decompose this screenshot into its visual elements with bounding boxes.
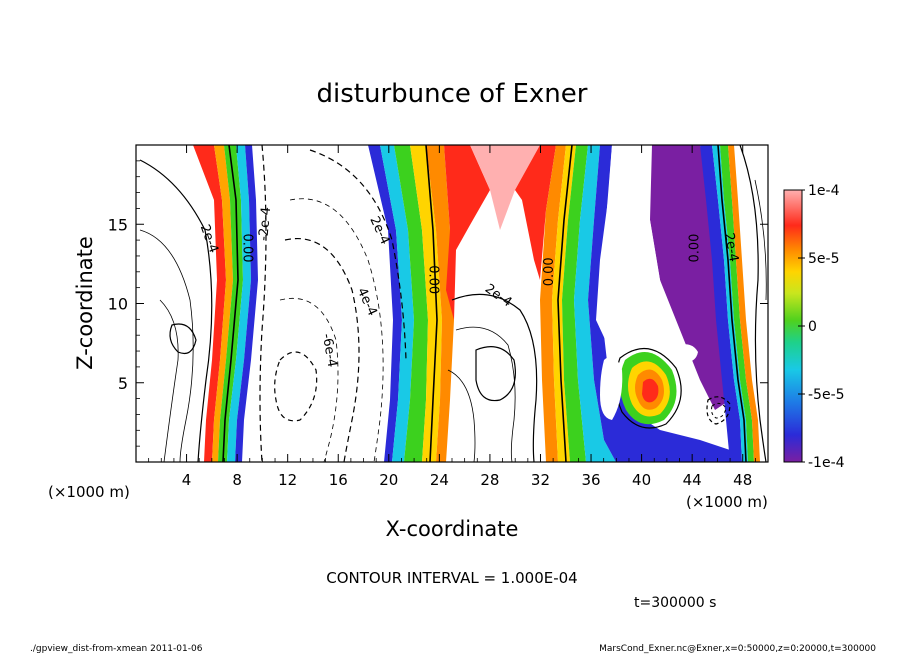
x-axis-title: X-coordinate <box>386 517 519 541</box>
contour-pos-center-loop <box>475 346 516 402</box>
contour-pos-right-2 <box>754 179 767 301</box>
chart-title: disturbunce of Exner <box>317 79 588 109</box>
colorbar-ticks: 1e-4 5e-5 0 -5e-5 -1e-4 <box>798 183 845 471</box>
x-tick-label: 40 <box>632 471 651 489</box>
contour-label: 0.00 <box>542 257 557 286</box>
contour-label: -2e-4 <box>256 206 274 241</box>
x-tick-label: 48 <box>733 471 752 489</box>
x-tick-label: 44 <box>683 471 702 489</box>
contour-zero-x23 <box>425 145 438 462</box>
contour-zero-x8 <box>222 145 239 462</box>
colorbar-tick-label: -5e-5 <box>808 387 845 403</box>
band-x45-orange <box>728 145 760 462</box>
contour-neg-1 <box>259 145 267 462</box>
x-tick-label: 32 <box>531 471 550 489</box>
band-x8-orange <box>212 145 233 462</box>
x-unit-label-left: (×1000 m) <box>48 483 130 501</box>
contour-neg-3 <box>284 238 360 462</box>
contour-neg-right-loop <box>706 396 731 425</box>
contour-pos-left-1 <box>139 159 213 462</box>
y-tick-label: 15 <box>108 215 128 234</box>
y-axis-title: Z-coordinate <box>73 236 97 370</box>
contour-neg-right-loop-inner <box>711 402 727 419</box>
x-unit-label-right: (×1000 m) <box>686 493 768 511</box>
contour-pos-center-3 <box>447 369 476 462</box>
contour-interval-label: CONTOUR INTERVAL = 1.000E-04 <box>326 569 577 587</box>
band-x23-cyan <box>380 145 414 462</box>
shaded-field <box>193 145 760 462</box>
contour-neg-loop <box>274 351 318 422</box>
x-tick-label: 8 <box>232 471 242 489</box>
contour-neg-2 <box>289 198 384 462</box>
contour-pos-mid <box>309 149 407 361</box>
contour-label: 0.00 <box>239 234 254 263</box>
white-blob-upper <box>596 145 672 350</box>
band-x33-orange <box>540 145 566 462</box>
band-x23-green <box>394 145 428 462</box>
contour-label: 0.00 <box>687 234 702 263</box>
x-tick-label: 4 <box>182 471 192 489</box>
contour-zero-x45 <box>717 145 747 462</box>
band-x8-cyan <box>227 145 251 462</box>
band-x23-red <box>444 145 490 320</box>
band-x33-cyan <box>574 145 616 462</box>
band-x23-orange <box>426 145 454 462</box>
band-x45-green <box>720 145 754 462</box>
colorbar-tick-label: 1e-4 <box>808 183 840 199</box>
band-bridge-red-right <box>515 145 556 280</box>
contour-pos-center-1 <box>451 293 538 462</box>
contour-zero-x33 <box>557 145 573 462</box>
contour-label: -6e-4 <box>319 332 340 368</box>
colorbar-tick-label: 5e-5 <box>808 251 839 267</box>
contour-label: 2e-4 <box>721 232 741 263</box>
contour-label: 0.00 <box>425 265 440 294</box>
contour-pos-left-3 <box>159 299 179 462</box>
contour-pos-left-loop <box>169 323 197 355</box>
x-tick-label: 16 <box>329 471 348 489</box>
blob-x40-red <box>642 378 659 403</box>
contour-pos-left-2 <box>139 229 194 462</box>
band-x8-red <box>193 145 226 462</box>
white-blob-lower <box>600 356 623 420</box>
band-x33-green <box>562 145 588 462</box>
x-tick-label: 24 <box>430 471 449 489</box>
colorbar-tick-label: -1e-4 <box>808 455 845 471</box>
x-tick-label: 20 <box>379 471 398 489</box>
band-x33-yellow <box>552 145 576 462</box>
white-blob-right <box>678 344 698 362</box>
y-tick-label: 5 <box>118 374 128 393</box>
footer-left: ./gpview_dist-from-xmean 2011-01-06 <box>30 644 203 654</box>
band-x23-blue <box>368 145 402 462</box>
band-x33-blue <box>588 145 740 462</box>
band-x45-blue <box>700 145 742 462</box>
colorbar-tick-label: 0 <box>808 319 817 335</box>
contour-pos-right-1 <box>739 145 767 462</box>
white-regions <box>596 145 698 420</box>
band-x8-blue <box>235 145 258 462</box>
x-tick-label: 28 <box>480 471 499 489</box>
y-axis: 5 10 15 <box>108 160 768 447</box>
x-axis: 4 8 12 16 20 24 28 32 36 40 44 48 <box>148 145 756 489</box>
x-tick-label: 36 <box>581 471 600 489</box>
band-bridge-pink <box>470 145 540 230</box>
time-label: t=300000 s <box>634 595 716 611</box>
contour-neg-4 <box>279 298 339 462</box>
contour-lines <box>139 145 767 462</box>
y-tick-label: 10 <box>108 295 128 314</box>
x-tick-label: 12 <box>278 471 297 489</box>
footer-right: MarsCond_Exner.nc@Exner,x=0:50000,z=0:20… <box>599 644 876 654</box>
